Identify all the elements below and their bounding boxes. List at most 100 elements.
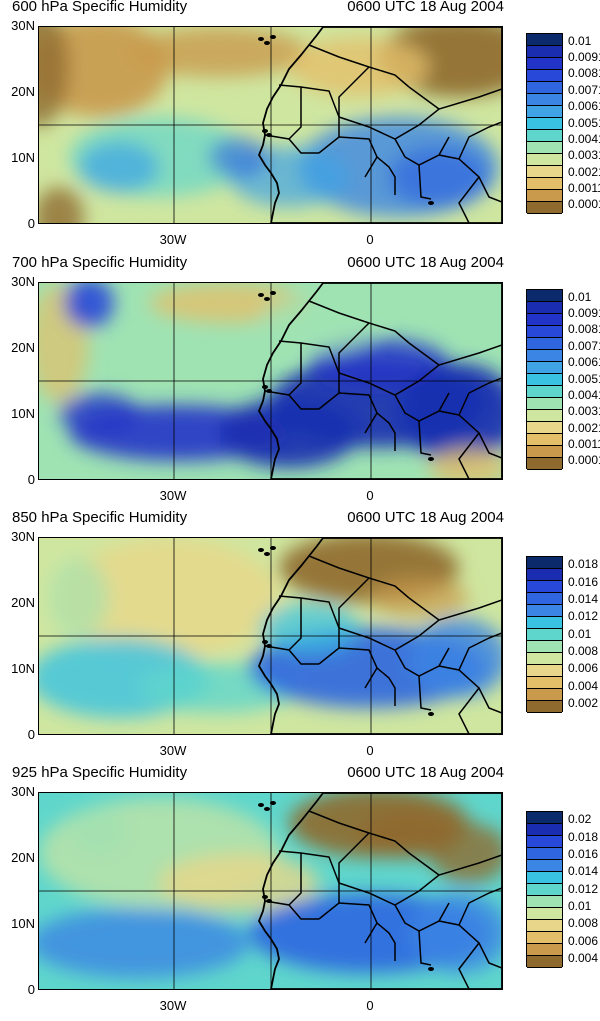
- island: [262, 385, 268, 389]
- colorbar-swatch: [527, 301, 562, 314]
- country-border: [338, 854, 502, 906]
- humidity-region: [409, 893, 502, 973]
- country-border: [408, 86, 440, 110]
- colorbar-label: 0.0011: [568, 436, 600, 451]
- humidity-region: [79, 142, 159, 192]
- colorbar-label: 0.008: [568, 916, 599, 931]
- country-border: [338, 832, 370, 883]
- colorbar-swatch: [527, 45, 562, 58]
- colorbar-label: 0.01: [568, 898, 592, 913]
- colorbar-label: 0.0011: [568, 180, 600, 195]
- humidity-region: [409, 618, 502, 698]
- colorbar-label: 0.004: [568, 678, 599, 693]
- colorbar-label: 0.012: [568, 609, 599, 624]
- colorbar-label: 0.0061: [568, 99, 600, 114]
- colorbar-label: 0.02: [568, 812, 592, 827]
- country-border: [338, 88, 502, 140]
- colorbar-swatch: [527, 373, 562, 386]
- colorbar-swatch: [527, 688, 562, 701]
- lat-label-0: 0: [27, 982, 35, 997]
- lat-label-10n: 10N: [11, 916, 35, 931]
- colorbar-swatch: [527, 457, 562, 470]
- lat-label-20n: 20N: [11, 850, 35, 865]
- country-border: [418, 930, 432, 966]
- country-border: [418, 420, 432, 456]
- map-plot-area: [38, 26, 503, 224]
- island: [264, 807, 270, 811]
- humidity-region: [289, 37, 429, 97]
- lon-label-0: 0: [366, 743, 374, 758]
- colorbar-label: 0.0031: [568, 404, 600, 419]
- colorbar-swatch: [527, 421, 562, 434]
- colorbar-label: 0.0041: [568, 131, 600, 146]
- island: [262, 895, 268, 899]
- country-border: [458, 687, 480, 734]
- colorbar-swatch: [527, 835, 562, 848]
- humidity-field: [39, 27, 502, 223]
- island: [270, 546, 276, 550]
- colorbar-swatch: [527, 664, 562, 677]
- humidity-region: [39, 187, 84, 223]
- colorbar-swatch: [527, 33, 562, 46]
- colorbar-swatch: [527, 433, 562, 446]
- colorbar-swatch: [527, 919, 562, 932]
- island: [258, 803, 264, 807]
- humidity-region: [59, 538, 279, 658]
- colorbar-swatch: [527, 628, 562, 641]
- country-border: [458, 942, 480, 989]
- colorbar-swatch: [527, 616, 562, 629]
- colorbar-label: 0.01: [568, 289, 592, 304]
- panel-title: 600 hPa Specific Humidity: [12, 0, 188, 15]
- colorbar-label: 0.0051: [568, 115, 600, 130]
- country-border: [264, 390, 319, 410]
- country-border: [376, 922, 396, 961]
- panel-time: 0600 UTC 18 Aug 2004: [347, 0, 504, 15]
- country-border: [418, 164, 432, 200]
- humidity-region: [159, 853, 319, 913]
- colorbar-label: 0.006: [568, 661, 599, 676]
- lat-label-0: 0: [27, 727, 35, 742]
- colorbar-label: 0.014: [568, 864, 599, 879]
- lon-label-30w: 30W: [159, 488, 187, 503]
- colorbar-label: 0.0081: [568, 322, 600, 337]
- colorbar-swatch: [527, 81, 562, 94]
- colorbar-label: 0.0001: [568, 197, 600, 212]
- lat-label-30n: 30N: [11, 274, 35, 289]
- colorbar-swatch: [527, 69, 562, 82]
- country-border: [376, 412, 396, 451]
- colorbar-label: 0.014: [568, 591, 599, 606]
- colorbar-swatch: [527, 409, 562, 422]
- country-border: [458, 632, 502, 671]
- island: [270, 35, 276, 39]
- map-plot-area: [38, 537, 503, 735]
- island: [428, 712, 434, 716]
- humidity-region: [259, 603, 359, 653]
- colorbar-label: 0.0071: [568, 338, 600, 353]
- humidity-region: [64, 283, 114, 328]
- country-border: [376, 156, 396, 195]
- colorbar-swatch: [527, 189, 562, 202]
- humidity-region: [369, 578, 469, 618]
- colorbar-swatch: [527, 676, 562, 689]
- panel-time: 0600 UTC 18 Aug 2004: [347, 254, 504, 271]
- colorbar-swatch: [527, 811, 562, 824]
- country-border: [318, 647, 378, 689]
- coastline: [257, 538, 502, 734]
- country-border: [458, 887, 502, 926]
- colorbar-swatch: [527, 847, 562, 860]
- colorbar-swatch: [527, 604, 562, 617]
- colorbar-swatch: [527, 313, 562, 326]
- humidity-region: [59, 393, 139, 433]
- colorbar-label: 0.012: [568, 881, 599, 896]
- lon-label-0: 0: [366, 488, 374, 503]
- lat-label-10n: 10N: [11, 406, 35, 421]
- lat-label-30n: 30N: [11, 18, 35, 33]
- panel-title: 700 hPa Specific Humidity: [12, 254, 188, 271]
- colorbar-swatch: [527, 397, 562, 410]
- country-border: [338, 344, 502, 396]
- island: [428, 457, 434, 461]
- island: [264, 297, 270, 301]
- country-border: [264, 134, 319, 154]
- country-border: [418, 675, 432, 711]
- island: [264, 552, 270, 556]
